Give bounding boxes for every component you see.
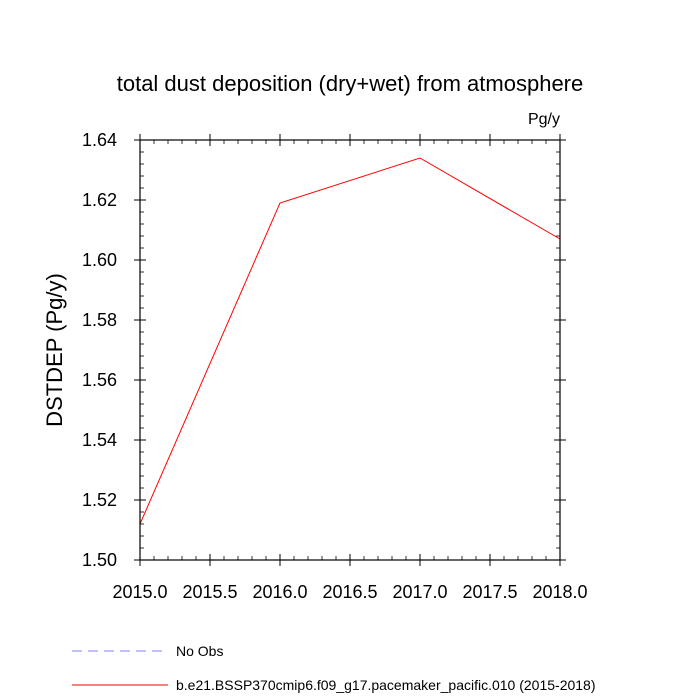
series-line <box>139 157 561 525</box>
legend-label: b.e21.BSSP370cmip6.f09_g17.pacemaker_pac… <box>176 677 596 693</box>
units-label: Pg/y <box>528 111 560 128</box>
y-tick-label: 1.58 <box>82 310 117 330</box>
y-tick-label: 1.52 <box>82 490 117 510</box>
y-tick-label: 1.56 <box>82 370 117 390</box>
minor-ticks <box>140 140 560 560</box>
x-tick-label: 2015.5 <box>182 582 237 602</box>
series-layer <box>139 157 561 525</box>
legend: No Obs b.e21.BSSP370cmip6.f09_g17.pacemak… <box>72 643 596 693</box>
y-tick-label: 1.50 <box>82 550 117 570</box>
y-axis-label: DSTDEP (Pg/y) <box>42 273 67 427</box>
x-tick-label: 2016.5 <box>322 582 377 602</box>
legend-label: No Obs <box>176 643 223 659</box>
y-tick-labels: 1.50 1.52 1.54 1.56 1.58 1.60 1.62 1.64 <box>82 130 117 570</box>
x-tick-label: 2017.0 <box>392 582 447 602</box>
x-tick-label: 2017.5 <box>462 582 517 602</box>
y-tick-label: 1.60 <box>82 250 117 270</box>
major-ticks <box>134 134 566 566</box>
x-tick-label: 2018.0 <box>532 582 587 602</box>
x-tick-label: 2016.0 <box>252 582 307 602</box>
x-tick-label: 2015.0 <box>112 582 167 602</box>
y-tick-label: 1.64 <box>82 130 117 150</box>
y-tick-label: 1.62 <box>82 190 117 210</box>
y-tick-label: 1.54 <box>82 430 117 450</box>
plot-frame <box>139 139 561 561</box>
x-tick-labels: 2015.0 2015.5 2016.0 2016.5 2017.0 2017.5 2018… <box>112 582 587 602</box>
chart-title: total dust deposition (dry+wet) from atm… <box>117 71 584 96</box>
